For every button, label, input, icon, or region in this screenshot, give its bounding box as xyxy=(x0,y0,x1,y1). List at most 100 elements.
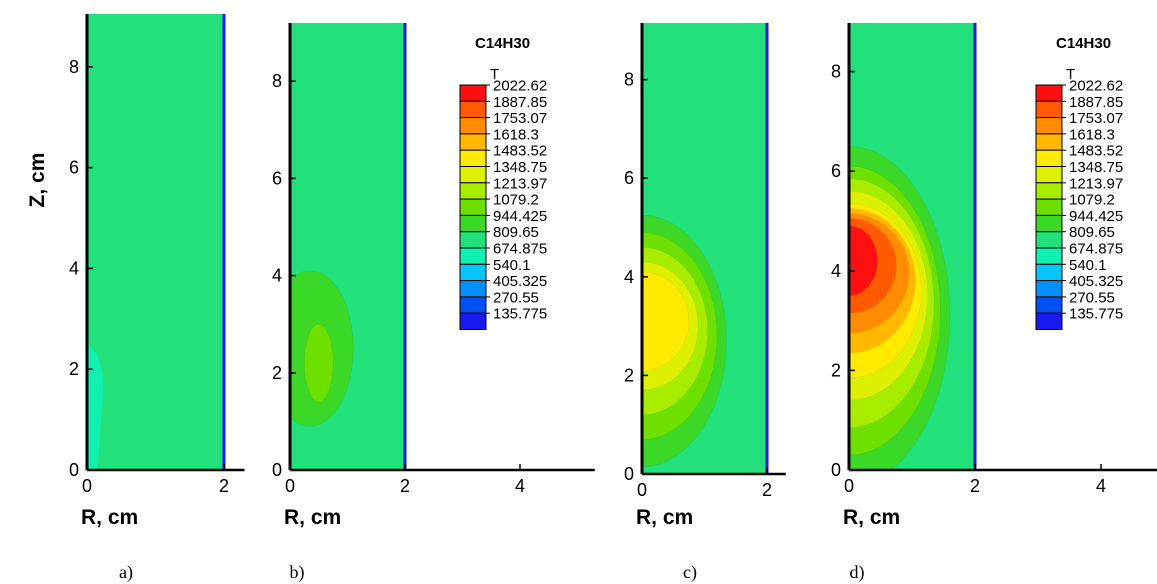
y-tick-label: 2 xyxy=(831,360,841,380)
x-tick-label: 0 xyxy=(844,476,854,496)
legend-label: 1618.3 xyxy=(493,126,539,143)
legend-label: 1348.75 xyxy=(493,159,547,176)
contour-region xyxy=(304,323,334,403)
y-tick-label: 6 xyxy=(624,168,634,188)
y-tick-label: 0 xyxy=(69,460,79,480)
x-axis-label: R, cm xyxy=(636,506,693,529)
legend-label: 1887.85 xyxy=(493,94,547,111)
x-tick-label: 2 xyxy=(219,476,229,496)
legend-swatch xyxy=(1035,84,1063,102)
legend-label: 674.875 xyxy=(1069,241,1123,258)
legend-label: 1753.07 xyxy=(1069,110,1123,127)
y-tick-label: 2 xyxy=(272,363,282,383)
panel-caption: b) xyxy=(290,562,305,583)
legend-swatch xyxy=(459,166,487,184)
y-tick-label: 8 xyxy=(624,70,634,90)
x-axis-label: R, cm xyxy=(81,506,138,529)
x-tick-label: 4 xyxy=(1096,476,1106,496)
legend-label: 270.55 xyxy=(493,289,539,306)
y-tick-label: 2 xyxy=(624,365,634,385)
legend-swatch xyxy=(1035,231,1063,249)
legend-label: 1213.97 xyxy=(1069,175,1123,192)
y-tick-label: 6 xyxy=(272,168,282,188)
x-tick-label: 0 xyxy=(637,480,647,500)
y-tick-label: 6 xyxy=(69,158,79,178)
legend-label: 2022.62 xyxy=(1069,78,1123,95)
x-axis-label: R, cm xyxy=(284,506,341,529)
legend-label: 674.875 xyxy=(493,241,547,258)
legend-label: 944.425 xyxy=(1069,208,1123,225)
legend-label: 1483.52 xyxy=(493,143,547,160)
legend-label: 1348.75 xyxy=(1069,159,1123,176)
field-background xyxy=(87,14,224,470)
legend-swatch xyxy=(459,296,487,314)
legend-swatch xyxy=(1035,117,1063,135)
y-tick-label: 8 xyxy=(69,57,79,77)
legend-swatch xyxy=(459,133,487,151)
x-tick-label: 2 xyxy=(762,480,772,500)
chart-title: C14H30 xyxy=(1056,35,1111,52)
legend-label: 2022.62 xyxy=(493,78,547,95)
legend-swatch xyxy=(1035,149,1063,167)
legend-swatch xyxy=(1035,182,1063,200)
y-tick-label: 0 xyxy=(272,460,282,480)
legend-label: 540.1 xyxy=(493,257,531,274)
legend-swatch xyxy=(1035,280,1063,298)
contour-region xyxy=(642,271,690,371)
legend-swatch xyxy=(1035,296,1063,314)
legend-swatch xyxy=(1035,312,1063,331)
legend-swatch xyxy=(459,247,487,265)
legend-swatch xyxy=(1035,133,1063,151)
x-tick-label: 0 xyxy=(82,476,92,496)
legend-label: 405.325 xyxy=(493,273,547,290)
chart-title: C14H30 xyxy=(475,35,530,52)
legend-swatch xyxy=(459,182,487,200)
legend-label: 1753.07 xyxy=(493,110,547,127)
x-tick-label: 4 xyxy=(515,476,525,496)
legend-label: 540.1 xyxy=(1069,257,1107,274)
legend-swatch xyxy=(459,312,487,331)
contour-region xyxy=(87,344,103,470)
legend-label: 1887.85 xyxy=(1069,94,1123,111)
legend-swatch xyxy=(459,149,487,167)
legend-swatch xyxy=(459,280,487,298)
legend-swatch xyxy=(459,214,487,233)
legend-label: 809.65 xyxy=(1069,224,1115,241)
legend-label: 1483.52 xyxy=(1069,143,1123,160)
y-tick-label: 2 xyxy=(69,359,79,379)
y-tick-label: 4 xyxy=(69,258,79,278)
x-axis-label: R, cm xyxy=(843,506,900,529)
y-tick-label: 0 xyxy=(831,460,841,480)
legend-label: 1079.2 xyxy=(1069,192,1115,209)
y-tick-label: 0 xyxy=(624,464,634,484)
legend-label: 270.55 xyxy=(1069,289,1115,306)
legend-label: 1618.3 xyxy=(1069,126,1115,143)
legend-swatch xyxy=(1035,166,1063,184)
y-tick-label: 4 xyxy=(831,261,841,281)
y-tick-label: 6 xyxy=(831,161,841,181)
legend-swatch xyxy=(1035,214,1063,233)
legend-swatch xyxy=(1035,100,1063,119)
legend-title: T xyxy=(1066,66,1075,83)
legend-label: 405.325 xyxy=(1069,273,1123,290)
legend-swatch xyxy=(459,231,487,249)
legend-label: 1213.97 xyxy=(493,175,547,192)
legend-label: 944.425 xyxy=(493,208,547,225)
legend-swatch xyxy=(459,84,487,102)
x-tick-label: 2 xyxy=(400,476,410,496)
legend-swatch xyxy=(459,263,487,282)
y-axis-label: Z, cm xyxy=(26,153,49,208)
x-tick-label: 2 xyxy=(970,476,980,496)
y-tick-label: 4 xyxy=(272,266,282,286)
legend-swatch xyxy=(459,100,487,119)
legend-label: 1079.2 xyxy=(493,192,539,209)
legend-label: 135.775 xyxy=(1069,306,1123,323)
y-tick-label: 8 xyxy=(831,62,841,82)
legend-swatch xyxy=(1035,198,1063,216)
y-tick-label: 8 xyxy=(272,71,282,91)
panel-caption: c) xyxy=(683,562,697,583)
panel-caption: a) xyxy=(119,562,133,583)
legend-swatch xyxy=(1035,247,1063,265)
legend-label: 809.65 xyxy=(493,224,539,241)
